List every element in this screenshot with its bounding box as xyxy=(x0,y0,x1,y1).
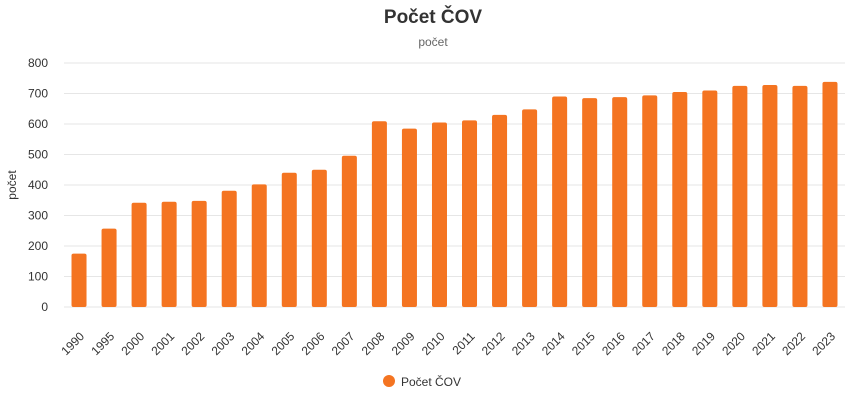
bar-2009[interactable] xyxy=(401,128,417,307)
y-tick-label: 400 xyxy=(28,178,48,192)
x-tick-label: 2005 xyxy=(269,329,298,358)
y-tick-label: 600 xyxy=(28,117,48,131)
x-tick-label: 2019 xyxy=(689,329,718,358)
x-tick-label: 2017 xyxy=(629,329,658,358)
x-tick-label: 2016 xyxy=(599,329,628,358)
x-tick-label: 2023 xyxy=(809,329,838,358)
gridlines xyxy=(64,62,845,308)
x-tick-label: 2018 xyxy=(659,329,688,358)
y-tick-label: 200 xyxy=(28,239,48,253)
bar-2003[interactable] xyxy=(221,190,237,307)
x-tick-label: 2001 xyxy=(148,329,177,358)
y-tick-label: 800 xyxy=(28,56,48,70)
x-tick-label: 2009 xyxy=(389,329,418,358)
bar-2015[interactable] xyxy=(582,98,598,307)
y-tick-label: 100 xyxy=(28,270,48,284)
legend[interactable]: Počet ČOV xyxy=(383,374,461,389)
bar-2007[interactable] xyxy=(341,155,357,307)
bar-2021[interactable] xyxy=(762,84,778,308)
x-tick-label: 2006 xyxy=(299,329,328,358)
x-tick-label: 2011 xyxy=(449,329,477,357)
legend-marker[interactable] xyxy=(383,375,395,387)
bar-1995[interactable] xyxy=(101,228,117,307)
bar-2012[interactable] xyxy=(492,114,508,307)
bar-2011[interactable] xyxy=(462,120,478,307)
y-tick-label: 700 xyxy=(28,87,48,101)
y-axis-title: počet xyxy=(5,170,19,200)
bar-2004[interactable] xyxy=(251,184,267,307)
bar-2013[interactable] xyxy=(522,109,538,307)
bar-2002[interactable] xyxy=(191,200,207,307)
x-tick-label: 2008 xyxy=(359,329,388,358)
bar-2006[interactable] xyxy=(311,169,327,307)
x-tick-label: 2002 xyxy=(179,329,208,358)
bar-1990[interactable] xyxy=(71,253,87,307)
x-tick-label: 1990 xyxy=(58,329,87,358)
x-tick-label: 2004 xyxy=(239,329,268,358)
y-axis-ticks: 0 100 200 300 400 500 600 700 800 xyxy=(28,56,48,314)
bar-2010[interactable] xyxy=(431,122,447,307)
bars xyxy=(71,81,838,308)
x-tick-label: 2015 xyxy=(569,329,598,358)
bar-2008[interactable] xyxy=(371,121,387,307)
legend-label[interactable]: Počet ČOV xyxy=(401,374,461,389)
bar-2014[interactable] xyxy=(552,96,568,307)
x-tick-label: 2020 xyxy=(719,329,748,358)
bar-2022[interactable] xyxy=(792,85,808,307)
bar-2000[interactable] xyxy=(131,202,147,307)
bar-2017[interactable] xyxy=(642,95,658,307)
x-tick-label: 2012 xyxy=(479,329,508,358)
x-tick-label: 2010 xyxy=(419,329,448,358)
x-tick-label: 2022 xyxy=(779,329,808,358)
x-tick-label: 2021 xyxy=(749,329,778,358)
x-tick-label: 2000 xyxy=(118,329,147,358)
chart-title: Počet ČOV xyxy=(384,6,483,28)
y-tick-label: 300 xyxy=(28,209,48,223)
x-tick-label: 1995 xyxy=(88,329,117,358)
x-tick-label: 2014 xyxy=(539,329,568,358)
x-tick-label: 2007 xyxy=(329,329,358,358)
bar-2016[interactable] xyxy=(612,97,628,307)
chart-subtitle: počet xyxy=(418,35,448,49)
bar-2005[interactable] xyxy=(281,172,297,307)
bar-2019[interactable] xyxy=(702,90,718,307)
y-tick-label: 500 xyxy=(28,148,48,162)
bar-2018[interactable] xyxy=(672,91,688,307)
x-axis-ticks: 1990 1995 2000 2001 2002 2003 2004 2005 2006 2007… xyxy=(58,329,838,358)
x-tick-label: 2003 xyxy=(209,329,238,358)
x-tick-label: 2013 xyxy=(509,329,538,358)
bar-2020[interactable] xyxy=(732,85,748,307)
bar-2001[interactable] xyxy=(161,201,177,307)
y-tick-label: 0 xyxy=(41,300,48,314)
bar-2023[interactable] xyxy=(822,81,838,307)
